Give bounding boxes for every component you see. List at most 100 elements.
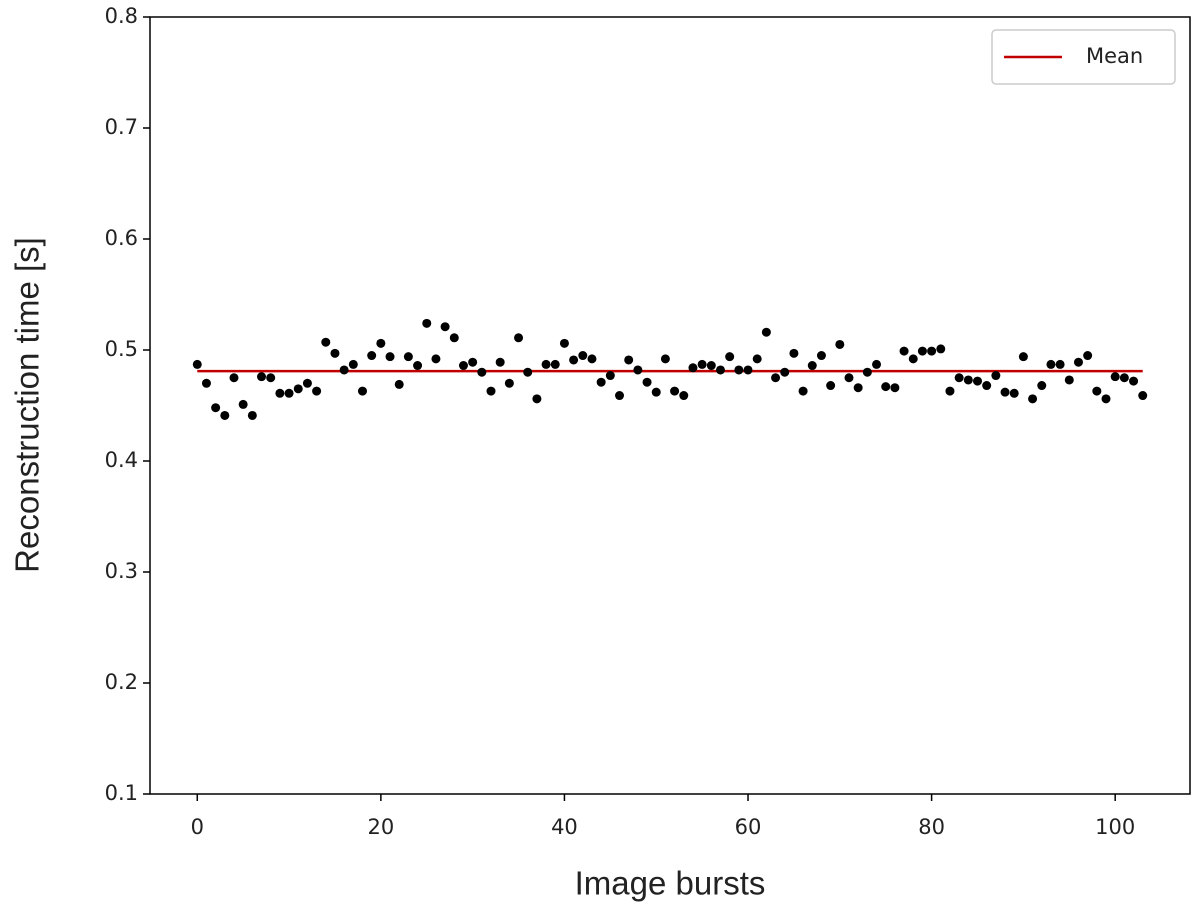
data-point <box>504 378 514 388</box>
data-point <box>367 351 377 361</box>
legend-box <box>991 29 1176 85</box>
data-point <box>339 365 349 375</box>
data-point <box>486 386 496 396</box>
data-point <box>1092 386 1102 396</box>
data-point <box>1083 351 1093 361</box>
data-point <box>440 322 450 332</box>
data-point <box>1009 388 1019 398</box>
data-point <box>1037 381 1047 391</box>
data-point <box>862 367 872 377</box>
data-point <box>229 373 239 383</box>
data-point <box>670 386 680 396</box>
data-point <box>385 352 395 362</box>
data-point <box>532 394 542 404</box>
data-point <box>541 359 551 369</box>
data-point <box>752 354 762 364</box>
data-point <box>569 355 579 365</box>
data-point <box>798 386 808 396</box>
data-point <box>523 367 533 377</box>
data-point <box>881 382 891 392</box>
data-point <box>596 377 606 387</box>
data-point <box>403 352 413 362</box>
data-point <box>844 373 854 383</box>
data-point <box>321 337 331 347</box>
x-tick-label: 60 <box>735 815 762 839</box>
data-point <box>312 386 322 396</box>
x-tick-label: 40 <box>551 815 578 839</box>
data-point <box>211 403 221 413</box>
data-point <box>872 359 882 369</box>
data-point <box>394 379 404 389</box>
data-point <box>991 371 1001 381</box>
y-tick-label: 0.3 <box>105 559 138 583</box>
data-point <box>247 410 257 420</box>
plot-frame <box>149 16 1191 795</box>
y-tick-label: 0.4 <box>105 448 138 472</box>
data-point <box>422 318 432 328</box>
data-point <box>413 361 423 371</box>
legend-label: Mean <box>1086 44 1143 68</box>
data-point <box>275 388 285 398</box>
data-point <box>936 344 946 354</box>
x-tick-label: 20 <box>367 815 394 839</box>
data-point <box>1046 359 1056 369</box>
data-point <box>458 361 468 371</box>
data-point <box>954 373 964 383</box>
data-point <box>780 367 790 377</box>
data-point <box>559 338 569 348</box>
data-point <box>1064 375 1074 385</box>
data-point <box>348 359 358 369</box>
x-tick-label: 0 <box>191 815 204 839</box>
y-tick-label: 0.7 <box>105 115 138 139</box>
data-point <box>220 410 230 420</box>
data-point <box>789 348 799 358</box>
data-point <box>477 367 487 377</box>
data-point <box>615 391 625 401</box>
data-point <box>963 375 973 385</box>
y-tick-label: 0.1 <box>105 781 138 805</box>
x-tick-label: 80 <box>918 815 945 839</box>
data-point <box>1138 391 1148 401</box>
data-point <box>201 378 211 388</box>
data-point <box>973 376 983 386</box>
data-point <box>908 354 918 364</box>
data-point <box>1055 359 1065 369</box>
data-point <box>376 338 386 348</box>
data-point <box>982 381 992 391</box>
data-point <box>743 365 753 375</box>
data-point <box>266 373 276 383</box>
data-point <box>1028 394 1038 404</box>
data-point <box>550 359 560 369</box>
data-point <box>1073 357 1083 367</box>
data-point <box>725 352 735 362</box>
data-point <box>642 377 652 387</box>
y-tick-label: 0.6 <box>105 226 138 250</box>
y-tick-label: 0.5 <box>105 337 138 361</box>
data-point <box>302 378 312 388</box>
data-point <box>330 348 340 358</box>
data-point <box>807 361 817 371</box>
data-point <box>771 373 781 383</box>
data-point <box>761 327 771 337</box>
data-point <box>284 388 294 398</box>
data-point <box>468 357 478 367</box>
y-tick-label: 0.2 <box>105 670 138 694</box>
data-point <box>431 354 441 364</box>
data-point <box>495 357 505 367</box>
data-point <box>651 387 661 397</box>
data-point <box>624 355 634 365</box>
data-point <box>514 333 524 343</box>
data-point <box>633 365 643 375</box>
data-point <box>1119 373 1129 383</box>
y-axis-label: Reconstruction time [s] <box>9 237 46 573</box>
data-point <box>697 359 707 369</box>
data-point <box>1110 372 1120 382</box>
data-point <box>927 346 937 356</box>
y-tick-label: 0.8 <box>105 4 138 28</box>
data-point <box>734 365 744 375</box>
data-point <box>192 359 202 369</box>
data-point <box>853 383 863 393</box>
data-point <box>945 386 955 396</box>
data-point <box>1018 352 1028 362</box>
